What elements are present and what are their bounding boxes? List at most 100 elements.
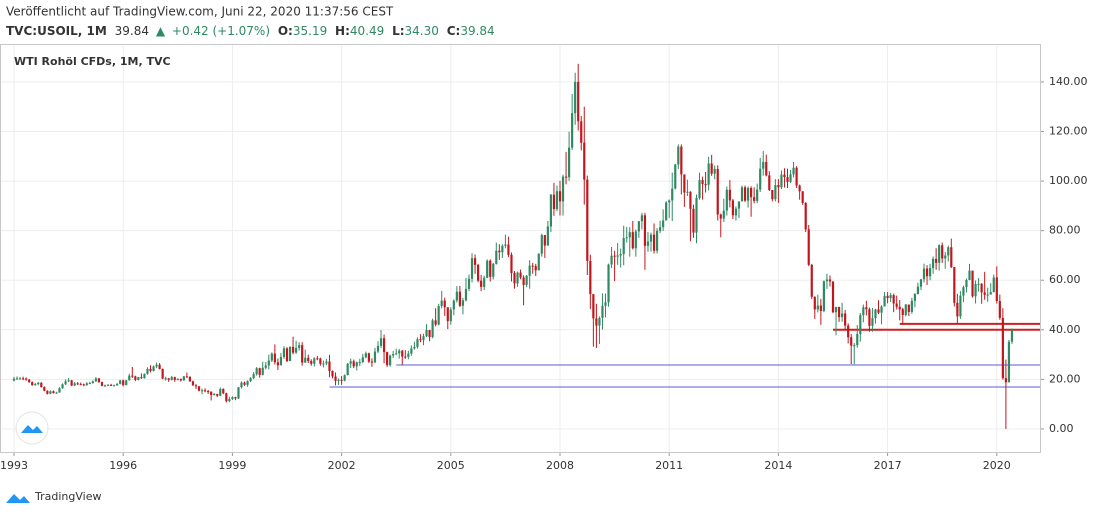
candle-body: [131, 375, 134, 377]
candle-body: [252, 374, 255, 379]
candle-body: [276, 362, 279, 366]
candle-body: [273, 353, 276, 363]
candle-body: [325, 361, 328, 364]
y-tick-label: 0.00: [1049, 422, 1074, 435]
candle-body: [182, 376, 185, 381]
candle-body: [622, 238, 625, 254]
ohlc-label: C:: [447, 24, 461, 38]
candle-body: [580, 121, 583, 143]
candle-body: [304, 357, 307, 363]
x-tick-label: 1993: [0, 459, 28, 472]
candle-body: [853, 345, 856, 347]
candle-body: [346, 363, 349, 376]
last-price: 39.84: [115, 24, 149, 38]
candle-body: [986, 294, 989, 296]
candle-body: [750, 188, 753, 198]
candle-body: [64, 381, 67, 385]
candle-body: [282, 348, 286, 358]
candle-body: [637, 221, 640, 232]
candle-body: [461, 300, 465, 306]
candle-body: [695, 197, 698, 233]
candle-body: [998, 301, 1001, 318]
candle-body: [298, 345, 301, 348]
candle-body: [200, 390, 204, 392]
candle-body: [161, 368, 164, 379]
candle-body: [850, 337, 853, 346]
candle-body: [561, 176, 565, 202]
candle-body: [134, 376, 137, 380]
candle-body: [607, 264, 610, 303]
candle-body: [719, 214, 722, 219]
candle-body: [774, 185, 777, 200]
ohlc-value: 39.84: [460, 24, 494, 38]
candle-body: [555, 191, 559, 210]
candle-body: [571, 113, 574, 148]
candle-body: [307, 357, 310, 362]
candle-body: [822, 281, 825, 311]
candle-body: [170, 377, 173, 380]
candle-body: [446, 307, 449, 322]
candle-body: [759, 168, 762, 190]
plot-area: [0, 45, 1044, 456]
candle-body: [746, 188, 750, 201]
candle-body: [686, 191, 689, 193]
candle-body: [831, 281, 835, 313]
candle-body: [492, 263, 495, 277]
x-tick-label: 2002: [328, 459, 356, 472]
candle-body: [859, 315, 862, 335]
candle-body: [486, 260, 489, 278]
candle-body: [543, 235, 546, 246]
candle-body: [768, 175, 771, 191]
candle-body: [507, 244, 510, 255]
candle-body: [392, 354, 395, 356]
candle-body: [22, 378, 25, 380]
candle-body: [313, 358, 316, 364]
candle-body: [28, 379, 31, 383]
candle-body: [270, 353, 273, 361]
candle-body: [1001, 317, 1004, 379]
candle-body: [956, 302, 959, 317]
footer-brand: TradingView: [34, 490, 101, 503]
candle-body: [367, 353, 370, 362]
candle-body: [889, 295, 892, 299]
candle-body: [122, 380, 125, 386]
candle-body: [810, 264, 813, 297]
change: +0.42 (+1.07%): [172, 24, 270, 38]
candle-body: [40, 382, 43, 388]
candle-body: [710, 163, 713, 174]
candle-body: [904, 304, 907, 315]
candle-body: [43, 387, 46, 391]
arrow: ▲: [156, 24, 166, 38]
candle-body: [577, 81, 580, 122]
candle-body: [816, 305, 819, 310]
candle-body: [668, 200, 671, 203]
candle-body: [25, 378, 28, 380]
candle-body: [322, 363, 325, 365]
candle-body: [343, 375, 346, 381]
candle-body: [662, 220, 665, 228]
y-tick-label: 120.00: [1049, 125, 1088, 138]
candle-body: [801, 191, 804, 203]
candle-body: [925, 268, 929, 277]
candle-body: [109, 384, 113, 386]
candle-body: [941, 245, 944, 259]
candle-body: [589, 260, 592, 295]
candle-body: [49, 391, 52, 394]
candle-body: [510, 254, 513, 274]
candle-body: [552, 194, 556, 210]
candle-body: [267, 360, 270, 366]
candle-body: [980, 283, 983, 293]
candle-body: [94, 378, 97, 382]
candle-body: [128, 375, 131, 381]
candle-body: [643, 215, 647, 246]
candle-body: [613, 255, 616, 257]
candle-body: [504, 244, 507, 246]
candle-body: [467, 278, 471, 289]
candle-body: [452, 300, 455, 310]
candle-body: [228, 398, 231, 402]
candle-body: [692, 208, 695, 233]
candle-body: [771, 190, 774, 200]
candle-body: [416, 339, 419, 347]
candle-body: [73, 383, 76, 386]
candle-body: [919, 279, 923, 287]
